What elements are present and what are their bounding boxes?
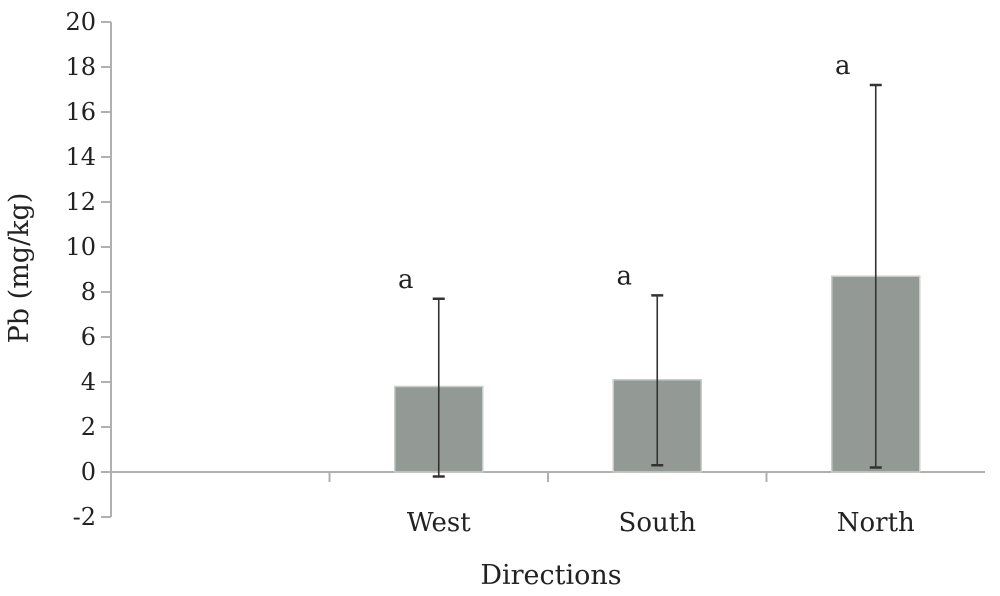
y-tick-label: 0 (81, 458, 96, 486)
x-tick-label: West (407, 508, 471, 538)
x-axis-title: Directions (480, 560, 621, 591)
bars-layer (394, 83, 921, 478)
significance-letter: a (398, 265, 414, 295)
x-tick-label: North (837, 508, 915, 538)
labels-layer: -2 0 2 4 6 8 10 12 14 16 18 20 a West a South a North (65, 8, 915, 538)
y-tick-label: 12 (65, 188, 96, 216)
y-tick-label: 6 (81, 323, 96, 351)
y-axis-title: Pb (mg/kg) (4, 193, 35, 344)
significance-letter: a (616, 261, 632, 291)
y-tick-label: 10 (65, 233, 96, 261)
y-tick-label: 4 (81, 368, 96, 396)
y-tick-label: 2 (81, 413, 96, 441)
y-tick-label: 16 (65, 98, 96, 126)
y-tick-label: 14 (65, 143, 96, 171)
x-tick-label: South (619, 508, 697, 538)
y-tick-label: 18 (65, 53, 96, 81)
significance-letter: a (835, 51, 851, 81)
y-tick-label: -2 (73, 503, 96, 531)
y-tick-label: 8 (81, 278, 96, 306)
y-tick-label: 20 (65, 8, 96, 36)
